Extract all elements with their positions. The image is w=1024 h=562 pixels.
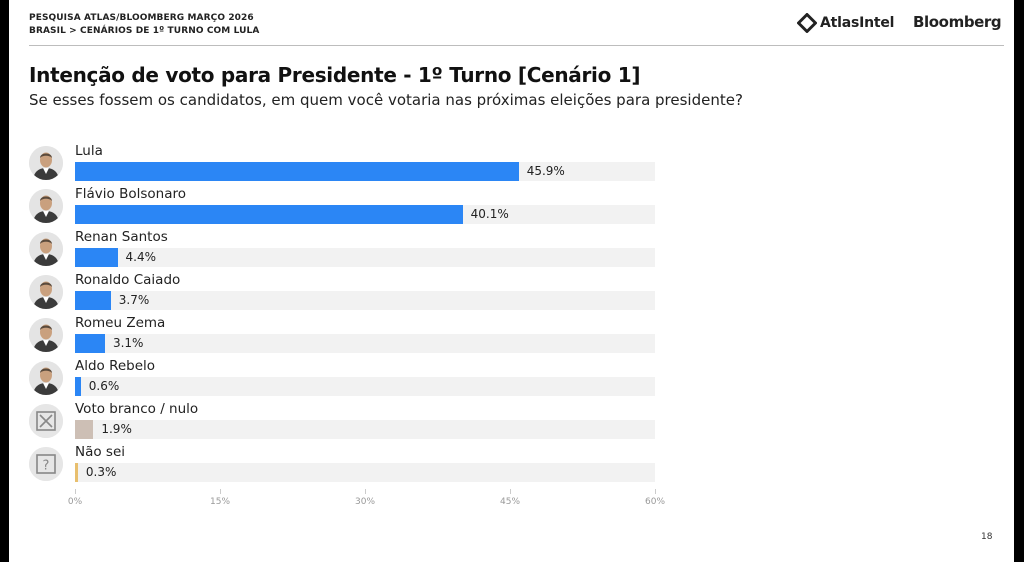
category-label: Aldo Rebelo (75, 358, 156, 374)
bar (75, 463, 78, 482)
bar-track (75, 420, 655, 439)
data-label: 1.9% (101, 422, 132, 436)
x-tick-mark (220, 489, 221, 494)
x-tick-label: 0% (67, 497, 83, 507)
ballot-blank-icon (29, 404, 63, 438)
candidate-avatar (29, 189, 63, 223)
x-tick-label: 45% (499, 497, 521, 507)
bar-row: Voto branco / nulo 1.9% (9, 401, 709, 444)
x-tick-label: 30% (354, 497, 376, 507)
candidate-avatar (29, 275, 63, 309)
chart-subtitle: Se esses fossem os candidatos, em quem v… (29, 91, 743, 109)
x-tick-label: 15% (209, 497, 231, 507)
x-tick-mark (75, 489, 76, 494)
header-survey-line: PESQUISA ATLAS/BLOOMBERG MARÇO 2026 (29, 13, 254, 23)
x-tick-mark (365, 489, 366, 494)
data-label: 3.7% (118, 293, 150, 307)
page-number: 18 (981, 532, 993, 542)
bar (75, 377, 81, 396)
bar (75, 334, 105, 353)
category-label: Flávio Bolsonaro (75, 186, 186, 202)
atlasintel-logo-icon (797, 13, 817, 33)
slide: PESQUISA ATLAS/BLOOMBERG MARÇO 2026 BRAS… (9, 0, 1014, 562)
data-label: 3.1% (112, 336, 144, 350)
candidate-avatar (29, 361, 63, 395)
bar-row: Lula 45.9% (9, 143, 709, 186)
data-label: 40.1% (470, 207, 509, 221)
data-label: 45.9% (526, 164, 565, 178)
x-tick-mark (510, 489, 511, 494)
data-label: 0.3% (85, 465, 117, 479)
bar-row: Aldo Rebelo 0.6% (9, 358, 709, 401)
bar-track (75, 291, 655, 310)
bar (75, 291, 111, 310)
category-label: Ronaldo Caiado (75, 272, 181, 288)
bloomberg-logo: Bloomberg (913, 13, 1002, 31)
atlasintel-logo-text: AtlasIntel (820, 15, 895, 31)
bar (75, 162, 519, 181)
data-label: 0.6% (88, 379, 120, 393)
category-label: Não sei (75, 444, 126, 460)
x-tick-label: 60% (644, 497, 666, 507)
x-tick-mark (655, 489, 656, 494)
candidate-avatar (29, 232, 63, 266)
bar-track (75, 377, 655, 396)
bar (75, 248, 118, 267)
candidate-avatar (29, 318, 63, 352)
category-label: Voto branco / nulo (75, 401, 199, 417)
svg-text:?: ? (43, 459, 50, 474)
chart-title: Intenção de voto para Presidente - 1º Tu… (29, 63, 641, 87)
bar-track (75, 463, 655, 482)
bar-row: ? Não sei 0.3% (9, 444, 709, 487)
bar-track (75, 248, 655, 267)
header-breadcrumb: BRASIL > CENÁRIOS DE 1º TURNO COM LULA (29, 26, 260, 36)
bar-track (75, 334, 655, 353)
category-label: Lula (75, 143, 103, 159)
atlasintel-logo: AtlasIntel (797, 12, 894, 34)
bar (75, 420, 94, 439)
data-label: 4.4% (125, 250, 157, 264)
bar-row: Ronaldo Caiado 3.7% (9, 272, 709, 315)
category-label: Renan Santos (75, 229, 168, 245)
bar-row: Romeu Zema 3.1% (9, 315, 709, 358)
bar-row: Renan Santos 4.4% (9, 229, 709, 272)
question-mark-icon: ? (29, 447, 63, 481)
category-label: Romeu Zema (75, 315, 166, 331)
candidate-avatar (29, 146, 63, 180)
header-divider (29, 45, 1004, 46)
bar (75, 205, 463, 224)
bar-row: Flávio Bolsonaro 40.1% (9, 186, 709, 229)
